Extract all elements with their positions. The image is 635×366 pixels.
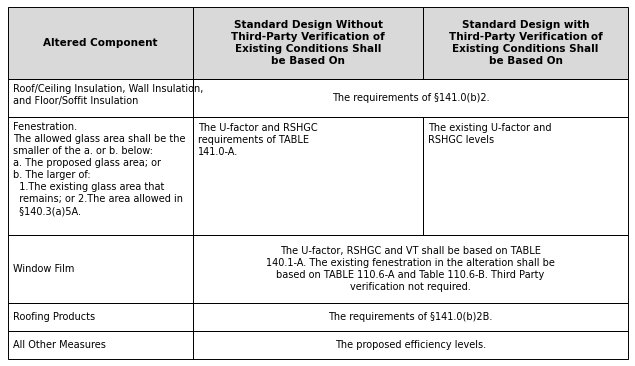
Bar <box>193 79 628 117</box>
Bar <box>8 331 193 359</box>
Bar <box>423 7 628 79</box>
Text: Altered Component: Altered Component <box>43 38 157 48</box>
Bar <box>8 117 193 235</box>
Bar <box>8 303 193 331</box>
Text: Fenestration.
The allowed glass area shall be the
smaller of the a. or b. below:: Fenestration. The allowed glass area sha… <box>13 122 185 216</box>
Text: The existing U-factor and
RSHGC levels: The existing U-factor and RSHGC levels <box>428 123 552 145</box>
Bar <box>8 303 193 331</box>
Bar <box>193 235 628 303</box>
Bar <box>193 303 628 331</box>
Bar <box>193 331 628 359</box>
Bar <box>193 7 423 79</box>
Bar <box>8 117 193 235</box>
Bar <box>193 235 628 303</box>
Bar <box>423 7 628 79</box>
Bar <box>8 235 193 303</box>
Bar <box>423 117 628 235</box>
Bar <box>423 117 628 235</box>
Bar <box>8 7 193 79</box>
Bar <box>193 303 628 331</box>
Text: The requirements of §141.0(b)2.: The requirements of §141.0(b)2. <box>331 93 490 103</box>
Bar <box>193 7 423 79</box>
Text: Window Film: Window Film <box>13 264 74 274</box>
Bar <box>8 79 193 117</box>
Text: Standard Design with
Third-Party Verification of
Existing Conditions Shall
be Ba: Standard Design with Third-Party Verific… <box>448 20 603 66</box>
Text: The proposed efficiency levels.: The proposed efficiency levels. <box>335 340 486 350</box>
Bar <box>8 331 193 359</box>
Text: The U-factor and RSHGC
requirements of TABLE
141.0-A.: The U-factor and RSHGC requirements of T… <box>198 123 318 157</box>
Text: Roof/Ceiling Insulation, Wall Insulation,
and Floor/Soffit Insulation: Roof/Ceiling Insulation, Wall Insulation… <box>13 84 203 106</box>
Bar <box>8 79 193 117</box>
Text: The U-factor, RSHGC and VT shall be based on TABLE
140.1-A. The existing fenestr: The U-factor, RSHGC and VT shall be base… <box>266 246 555 292</box>
Text: All Other Measures: All Other Measures <box>13 340 106 350</box>
Text: Standard Design Without
Third-Party Verification of
Existing Conditions Shall
be: Standard Design Without Third-Party Veri… <box>231 20 385 66</box>
Bar <box>193 117 423 235</box>
Bar <box>8 235 193 303</box>
Text: The requirements of §141.0(b)2B.: The requirements of §141.0(b)2B. <box>328 312 493 322</box>
Bar <box>193 117 423 235</box>
Bar <box>193 79 628 117</box>
Bar <box>8 7 193 79</box>
Bar <box>193 331 628 359</box>
Text: Roofing Products: Roofing Products <box>13 312 95 322</box>
